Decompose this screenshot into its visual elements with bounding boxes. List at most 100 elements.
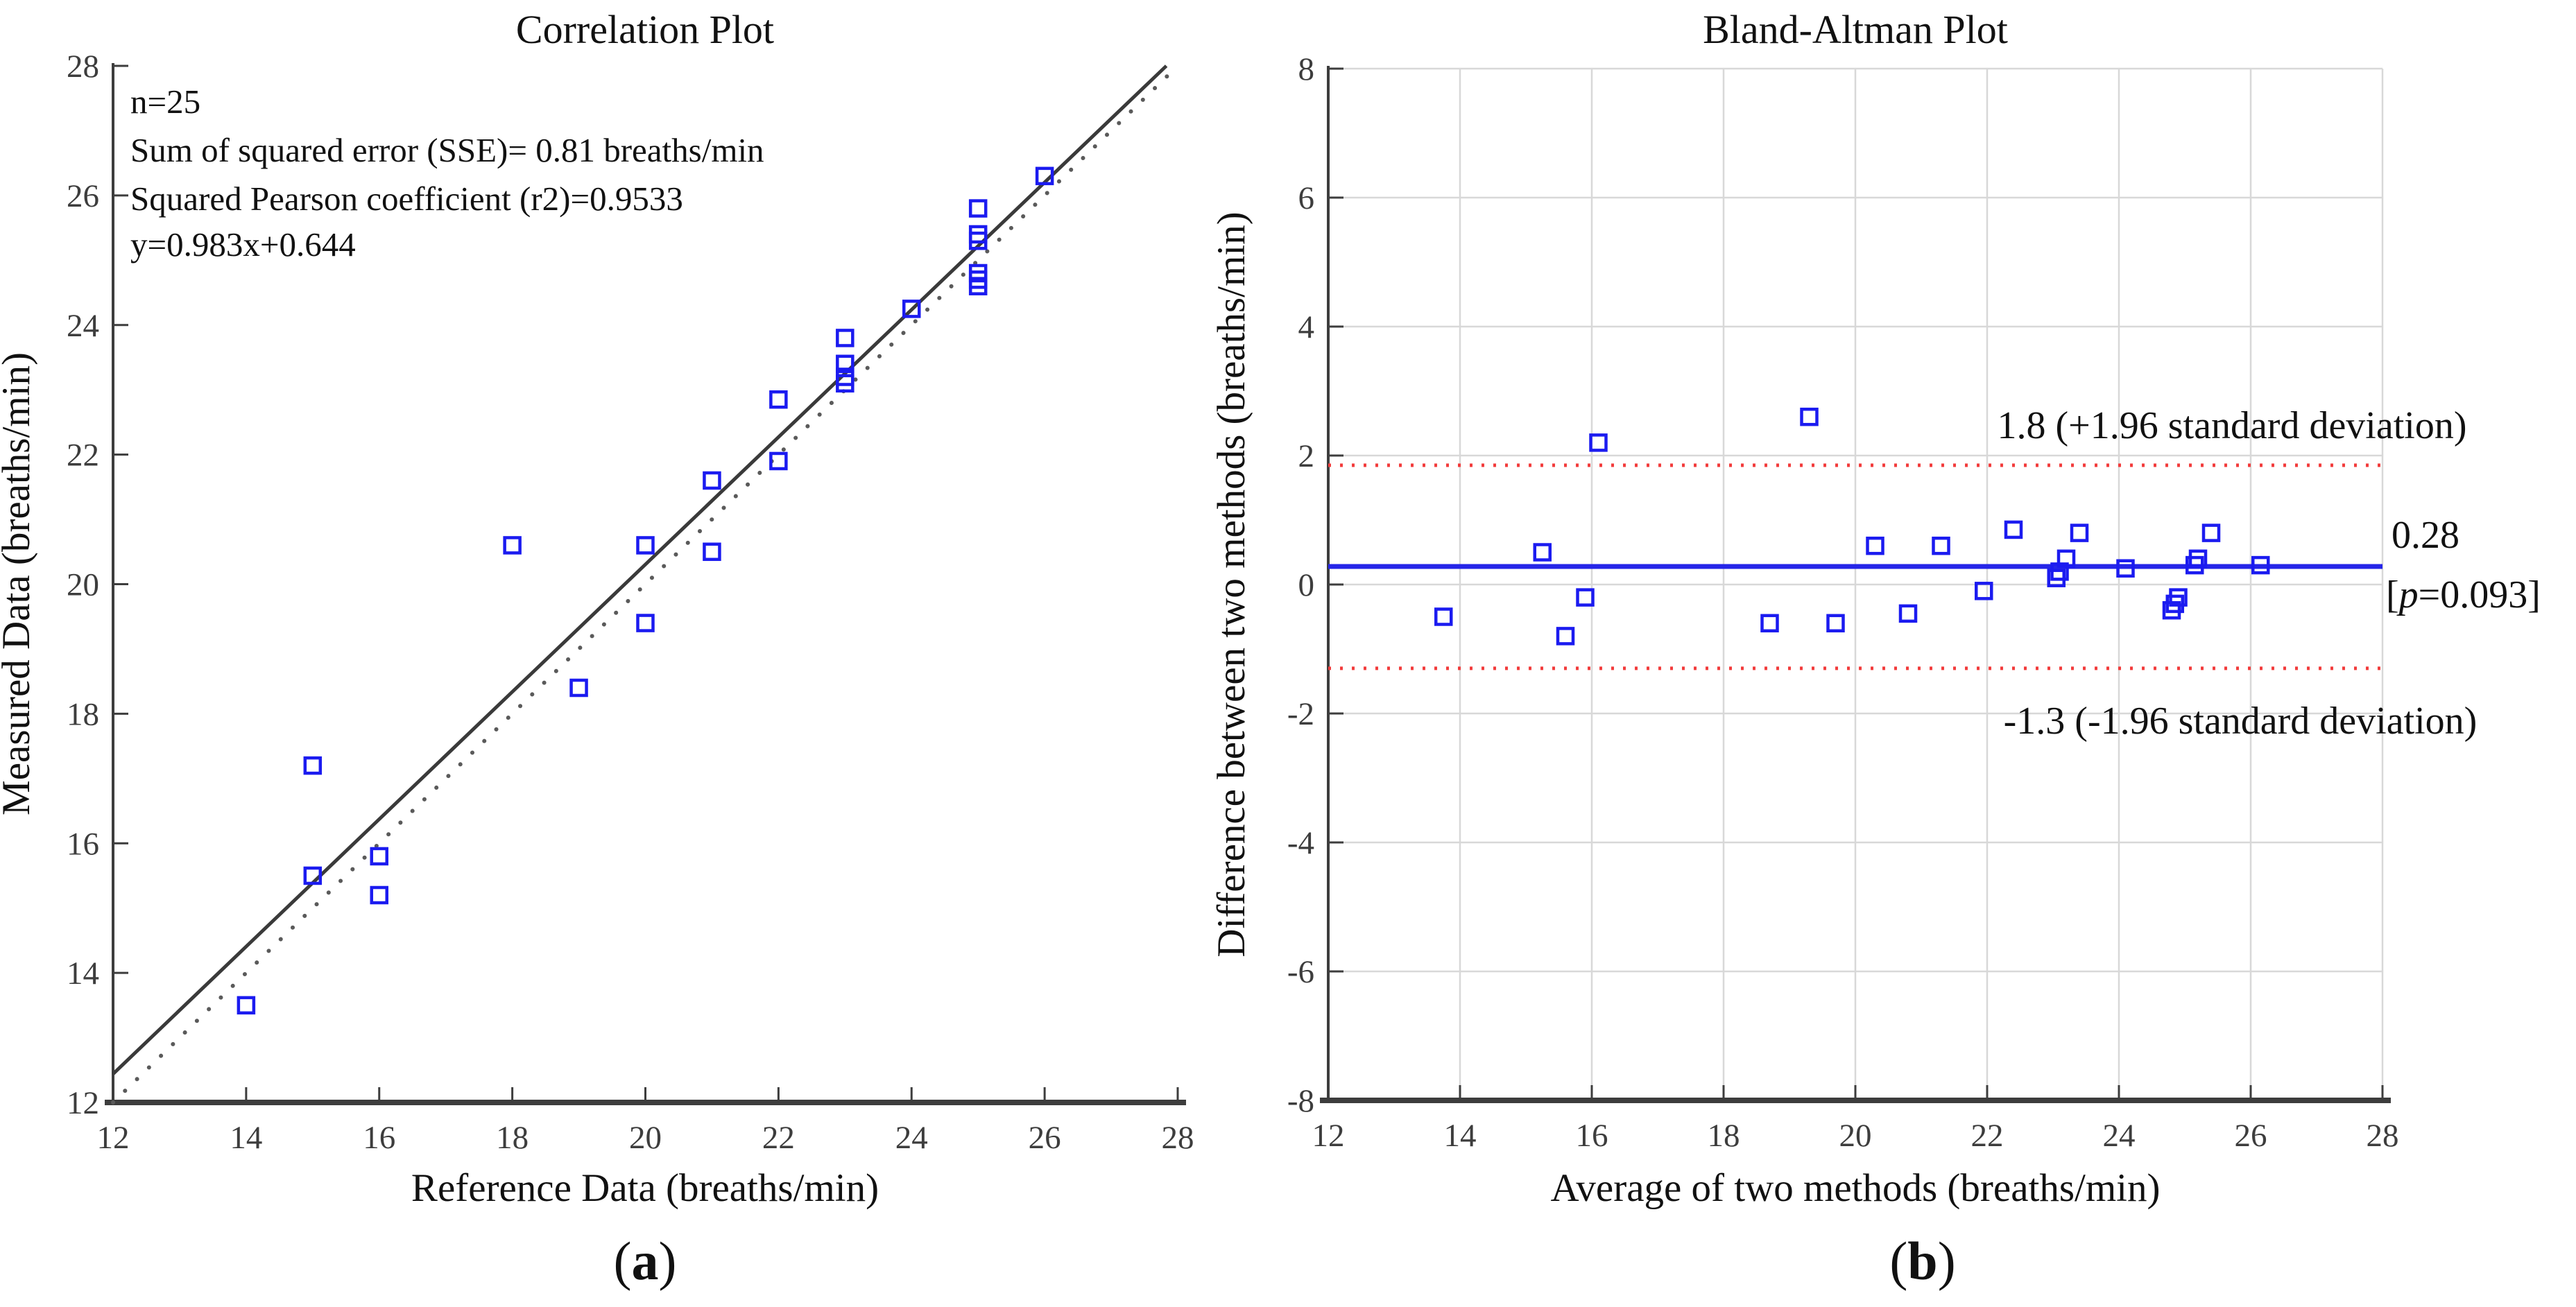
bland-altman-yaxis-label: Difference between two methods (breaths/… [1210,211,1253,957]
x-tick-label: 24 [2103,1118,2136,1154]
x-tick-label: 22 [1971,1118,2004,1154]
bland-altman-plot-title: Bland-Altman Plot [1703,7,2008,52]
data-point-marker [1826,614,1845,633]
data-point-marker [769,451,788,471]
y-tick-label: 12 [67,1085,99,1121]
data-point-marker [1975,582,1993,600]
data-point-marker [370,885,388,905]
data-point-marker [703,471,721,490]
data-point-marker [836,354,855,374]
annotation-r2: Squared Pearson coefficient (r2)=0.9533 [130,180,683,218]
data-point-marker [636,536,655,555]
regression-line [112,64,1168,1075]
y-tick-label: 16 [67,826,99,862]
x-tick-label: 26 [2235,1118,2267,1154]
mean-difference-label: 0.28 [2392,514,2459,557]
data-point-marker [1932,536,1950,555]
x-tick-label: 16 [1576,1118,1608,1154]
y-tick-label: 22 [67,438,99,474]
x-tick-label: 26 [1029,1120,1061,1156]
correlation-plot-axes: 12 14 16 18 20 22 24 26 28 12 14 16 18 20 22 24 26 28 [67,49,1194,1156]
data-point-marker [902,300,921,318]
x-tick-label: 28 [1162,1120,1194,1156]
y-tick-label: 0 [1298,567,1315,603]
y-tick-label: -4 [1287,825,1314,861]
data-point-marker [1035,166,1054,186]
data-point-marker [1533,543,1552,562]
annotation-equation: y=0.983x+0.644 [130,225,356,263]
x-tick-label: 12 [1312,1118,1345,1154]
y-tick-label: 8 [1298,51,1315,87]
y-tick-label: 26 [67,178,99,214]
data-point-marker [836,374,855,393]
data-point-marker [2169,588,2188,607]
data-point-marker [703,542,721,562]
y-tick-label: 6 [1298,180,1315,216]
data-point-marker [1589,433,1608,452]
x-tick-label: 22 [762,1120,795,1156]
x-tick-label: 18 [1708,1118,1740,1154]
x-tick-label: 14 [1444,1118,1477,1154]
data-point-marker [303,756,323,775]
y-tick-label: -6 [1287,954,1314,990]
y-tick-label: 18 [67,696,99,732]
y-tick-label: -8 [1287,1083,1314,1119]
x-tick-label: 12 [97,1120,130,1156]
y-tick-label: 28 [67,49,99,85]
data-point-marker [1576,588,1595,607]
data-point-marker [968,277,988,295]
data-point-marker [1556,627,1575,646]
correlation-plot: Correlation Plot 12 14 16 18 20 22 24 26 2812141… [0,7,1194,1291]
annotation-n: n=25 [130,83,200,121]
y-tick-label: -2 [1287,696,1314,732]
data-point-marker [237,996,256,1015]
x-tick-label: 24 [895,1120,928,1156]
correlation-plot-title: Correlation Plot [516,7,774,52]
data-point-marker [2056,549,2076,569]
x-tick-label: 18 [496,1120,529,1156]
correlation-yaxis-label: Measured Data (breaths/min) [0,352,38,815]
bland-altman-plot: Bland-Altman Plot 12 14 16 18 20 22 24 26 28-8-6… [1210,7,2541,1291]
data-point-marker [1434,607,1453,626]
data-point-marker [503,536,522,555]
y-tick-label: 20 [67,567,99,603]
y-tick-label: 14 [67,955,99,992]
data-point-marker [2070,523,2089,542]
data-point-marker [1866,536,1884,555]
x-tick-label: 14 [230,1120,262,1156]
bland-altman-xaxis-label: Average of two methods (breaths/min) [1550,1166,2160,1210]
data-point-marker [1760,614,1779,633]
data-point-marker [968,232,988,250]
data-point-marker [2188,549,2208,569]
identity-line [111,64,1180,1105]
data-point-marker [2116,559,2135,578]
data-point-marker [2201,523,2221,542]
caption-a: (a) [614,1231,677,1291]
x-tick-label: 20 [629,1120,662,1156]
y-tick-label: 2 [1298,438,1315,474]
data-point-marker [569,678,588,698]
lower-loa-label: -1.3 (-1.96 standard deviation) [2004,700,2478,743]
data-point-marker [2004,520,2023,539]
upper-loa-label: 1.8 (+1.96 standard deviation) [1998,404,2467,447]
correlation-xaxis-label: Reference Data (breaths/min) [411,1166,879,1210]
data-point-marker [2251,555,2270,575]
x-tick-label: 28 [2367,1118,2399,1154]
annotation-sse: Sum of squared error (SSE)= 0.81 breaths… [130,131,764,169]
data-point-marker [370,847,388,866]
data-point-marker [303,866,323,885]
p-value-label: [p=0.093] [2386,573,2541,616]
data-point-marker [636,614,655,632]
y-tick-label: 4 [1298,309,1315,345]
x-tick-label: 20 [1839,1118,1872,1154]
data-point-marker [769,390,788,409]
data-point-marker [1898,604,1918,623]
x-tick-label: 16 [363,1120,395,1156]
caption-b: (b) [1889,1231,1955,1291]
data-point-marker [1800,407,1819,426]
data-point-marker [968,199,988,218]
y-tick-label: 24 [67,308,99,344]
data-point-marker [836,329,855,347]
